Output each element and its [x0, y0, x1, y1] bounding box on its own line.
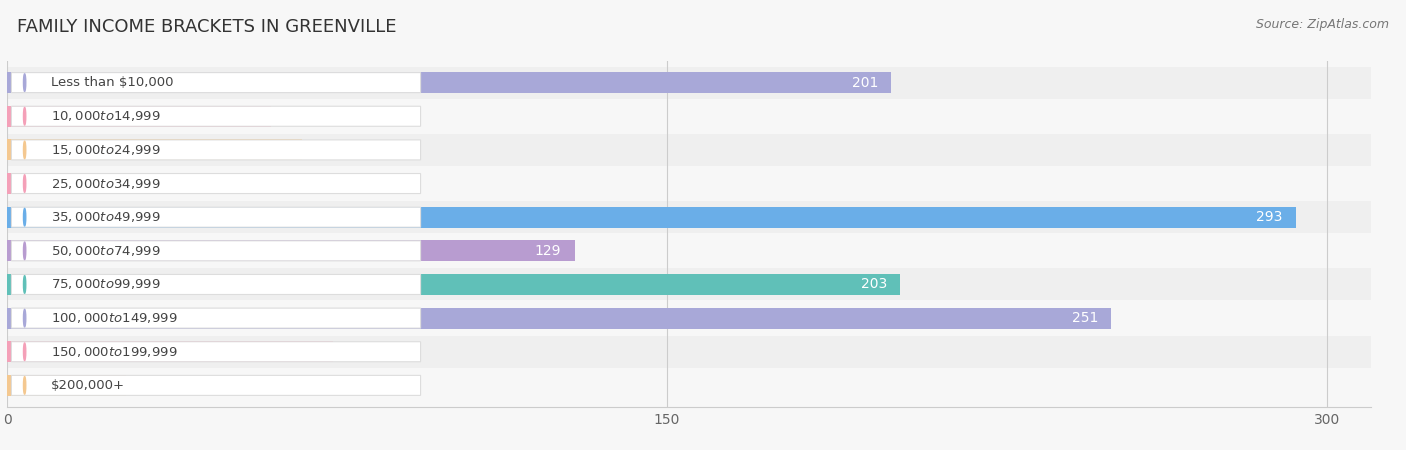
Text: $35,000 to $49,999: $35,000 to $49,999	[51, 210, 160, 224]
Text: 129: 129	[534, 244, 561, 258]
FancyBboxPatch shape	[11, 106, 420, 126]
Bar	[7, 106, 271, 127]
Text: 251: 251	[1071, 311, 1098, 325]
Text: Source: ZipAtlas.com: Source: ZipAtlas.com	[1256, 18, 1389, 31]
Circle shape	[24, 377, 25, 394]
Text: $100,000 to $149,999: $100,000 to $149,999	[51, 311, 177, 325]
Circle shape	[24, 108, 25, 125]
Circle shape	[24, 74, 25, 91]
Circle shape	[24, 242, 25, 260]
Text: 203: 203	[860, 278, 887, 292]
Text: 27: 27	[139, 378, 156, 392]
Text: $200,000+: $200,000+	[51, 379, 125, 392]
Bar	[7, 167, 1371, 199]
Text: 74: 74	[346, 345, 363, 359]
Bar	[7, 100, 1371, 132]
FancyBboxPatch shape	[11, 174, 420, 194]
Bar	[7, 375, 125, 396]
Bar	[7, 67, 1371, 99]
Text: 67: 67	[315, 143, 333, 157]
Text: 201: 201	[852, 76, 879, 90]
Text: 0: 0	[284, 109, 292, 123]
Text: $10,000 to $14,999: $10,000 to $14,999	[51, 109, 160, 123]
Text: $25,000 to $34,999: $25,000 to $34,999	[51, 176, 160, 190]
Text: 293: 293	[1257, 210, 1282, 224]
Bar	[7, 173, 271, 194]
FancyBboxPatch shape	[11, 274, 420, 294]
Bar	[7, 201, 1371, 233]
Circle shape	[24, 309, 25, 327]
Bar	[7, 207, 1296, 228]
FancyBboxPatch shape	[11, 140, 420, 160]
Bar	[7, 302, 1371, 334]
FancyBboxPatch shape	[11, 241, 420, 261]
FancyBboxPatch shape	[11, 207, 420, 227]
Text: $15,000 to $24,999: $15,000 to $24,999	[51, 143, 160, 157]
Text: FAMILY INCOME BRACKETS IN GREENVILLE: FAMILY INCOME BRACKETS IN GREENVILLE	[17, 18, 396, 36]
Circle shape	[24, 208, 25, 226]
FancyBboxPatch shape	[11, 308, 420, 328]
Circle shape	[24, 276, 25, 293]
Text: $150,000 to $199,999: $150,000 to $199,999	[51, 345, 177, 359]
Circle shape	[24, 175, 25, 192]
Text: Less than $10,000: Less than $10,000	[51, 76, 173, 89]
FancyBboxPatch shape	[11, 375, 420, 396]
FancyBboxPatch shape	[11, 342, 420, 362]
Bar	[7, 140, 302, 160]
Bar	[7, 369, 1371, 401]
Bar	[7, 235, 1371, 267]
Text: $50,000 to $74,999: $50,000 to $74,999	[51, 244, 160, 258]
Bar	[7, 240, 575, 261]
Bar	[7, 341, 333, 362]
Bar	[7, 274, 900, 295]
Bar	[7, 72, 891, 93]
Text: 0: 0	[284, 176, 292, 190]
FancyBboxPatch shape	[11, 72, 420, 93]
Text: $75,000 to $99,999: $75,000 to $99,999	[51, 278, 160, 292]
Bar	[7, 308, 1111, 328]
Bar	[7, 336, 1371, 368]
Bar	[7, 269, 1371, 301]
Bar	[7, 134, 1371, 166]
Circle shape	[24, 343, 25, 360]
Circle shape	[24, 141, 25, 159]
